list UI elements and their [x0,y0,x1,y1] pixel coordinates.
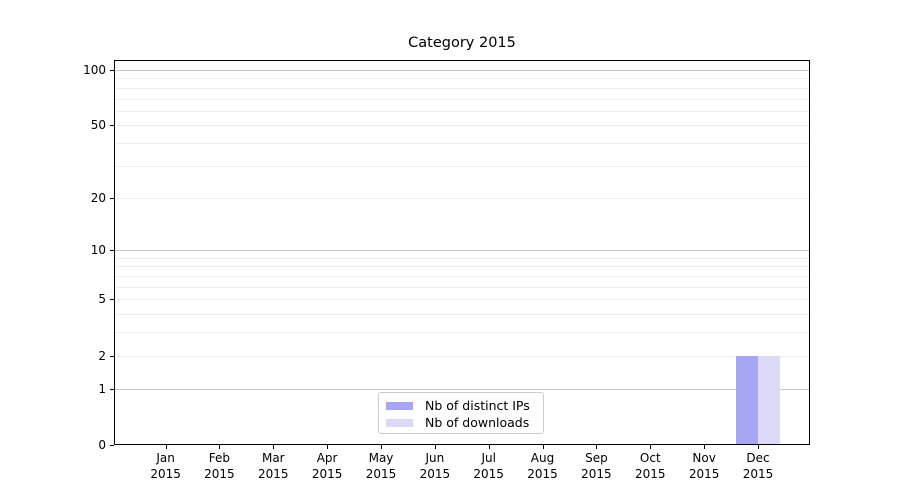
y-minor-gridline [115,110,809,112]
y-tick-mark [110,70,114,71]
y-minor-gridline [115,276,809,277]
x-tick-mark [704,445,706,449]
y-tick-label: 100 [83,62,106,77]
legend: Nb of distinct IPs Nb of downloads [378,392,544,434]
y-tick-label: 20 [90,190,106,205]
legend-item-downloads: Nb of downloads [386,414,537,431]
x-tick-mark [488,445,490,449]
x-tick-label: Mar 2015 [258,451,289,481]
y-minor-gridline [115,98,809,100]
legend-swatch-distinct-ips [386,401,413,410]
y-tick-mark [110,125,114,126]
x-tick-mark [381,445,382,449]
x-tick-label: Nov 2015 [688,451,720,481]
x-tick-label: May 2015 [365,451,397,481]
y-tick-label: 2 [98,348,106,363]
y-tick-mark [110,356,114,357]
y-minor-gridline [115,87,809,89]
legend-swatch-downloads [386,418,413,427]
x-tick-mark [327,445,329,449]
bar-nb-of-downloads [758,355,780,444]
x-tick-label: Dec 2015 [742,451,774,481]
y-minor-gridline [115,165,809,167]
x-tick-mark [219,445,221,449]
x-tick-mark [273,445,275,449]
x-tick-mark [165,445,167,449]
y-major-gridline [115,69,809,71]
y-tick-mark [110,445,114,446]
x-tick-label: Oct 2015 [635,451,666,481]
y-minor-gridline [115,286,809,288]
x-tick-mark [650,445,652,449]
chart-title: Category 2015 [408,35,516,51]
y-major-gridline [115,250,809,252]
y-minor-gridline [115,332,809,334]
plot-area [114,60,810,445]
y-tick-label: 1 [98,381,106,396]
x-tick-label: Sep 2015 [581,451,612,481]
y-tick-mark [110,250,114,251]
bar-nb-of-distinct-ips [736,355,758,444]
y-minor-gridline [115,197,809,199]
x-tick-label: Jul 2015 [473,451,504,481]
y-tick-label: 10 [90,243,106,258]
y-minor-gridline [115,257,809,259]
x-tick-label: Jun 2015 [419,451,451,481]
y-minor-gridline [115,266,809,268]
legend-item-distinct-ips: Nb of distinct IPs [386,397,537,414]
y-tick-label: 5 [98,292,106,307]
legend-label-downloads: Nb of downloads [425,415,530,430]
x-tick-label: Jan 2015 [150,451,181,481]
y-minor-gridline [115,314,809,316]
y-minor-gridline [115,299,809,301]
y-tick-mark [110,389,114,390]
x-tick-mark [542,445,544,449]
x-tick-mark [758,445,759,449]
y-minor-gridline [115,355,809,357]
x-tick-mark [596,445,598,449]
y-major-gridline [115,388,809,390]
legend-label-distinct-ips: Nb of distinct IPs [425,398,530,413]
y-minor-gridline [115,78,809,80]
x-tick-label: Apr 2015 [311,451,343,481]
y-tick-mark [110,198,114,199]
y-minor-gridline [115,143,809,145]
y-tick-label: 0 [98,438,106,452]
y-tick-label: 50 [90,118,106,133]
x-tick-mark [434,445,436,449]
x-tick-label: Feb 2015 [204,451,235,481]
x-tick-label: Aug 2015 [527,451,558,481]
y-minor-gridline [115,125,809,127]
y-tick-mark [110,299,114,300]
